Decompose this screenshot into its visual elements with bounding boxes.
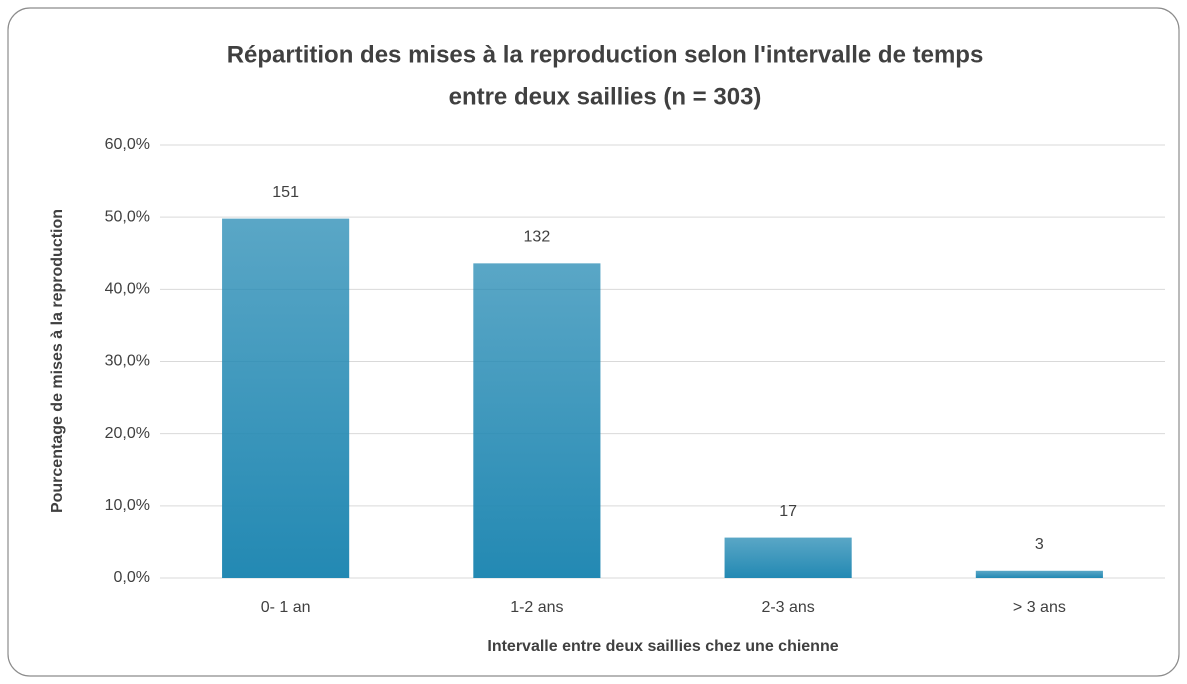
x-axis-label: Intervalle entre deux saillies chez une … <box>487 638 838 655</box>
bar <box>724 537 852 578</box>
chart-title: Répartition des mises à la reproduction … <box>227 41 984 68</box>
bar <box>473 263 601 578</box>
bar <box>975 570 1103 578</box>
x-tick-label: 0- 1 an <box>261 599 311 616</box>
y-axis-label: Pourcentage de mises à la reproduction <box>49 209 66 513</box>
data-label: 132 <box>524 229 551 246</box>
y-tick-label: 20,0% <box>105 425 150 442</box>
y-tick-label: 40,0% <box>105 281 150 298</box>
y-tick-label: 50,0% <box>105 208 150 225</box>
y-tick-label: 10,0% <box>105 497 150 514</box>
x-tick-label: 1-2 ans <box>510 599 563 616</box>
data-label: 3 <box>1035 536 1044 553</box>
x-tick-label: 2-3 ans <box>761 599 814 616</box>
chart-title: entre deux saillies (n = 303) <box>449 83 762 110</box>
y-tick-label: 60,0% <box>105 136 150 153</box>
y-tick-label: 30,0% <box>105 353 150 370</box>
data-label: 151 <box>272 184 299 201</box>
data-label: 17 <box>779 503 797 520</box>
x-tick-label: > 3 ans <box>1013 599 1066 616</box>
bar <box>222 218 350 579</box>
y-tick-label: 0,0% <box>114 569 150 586</box>
